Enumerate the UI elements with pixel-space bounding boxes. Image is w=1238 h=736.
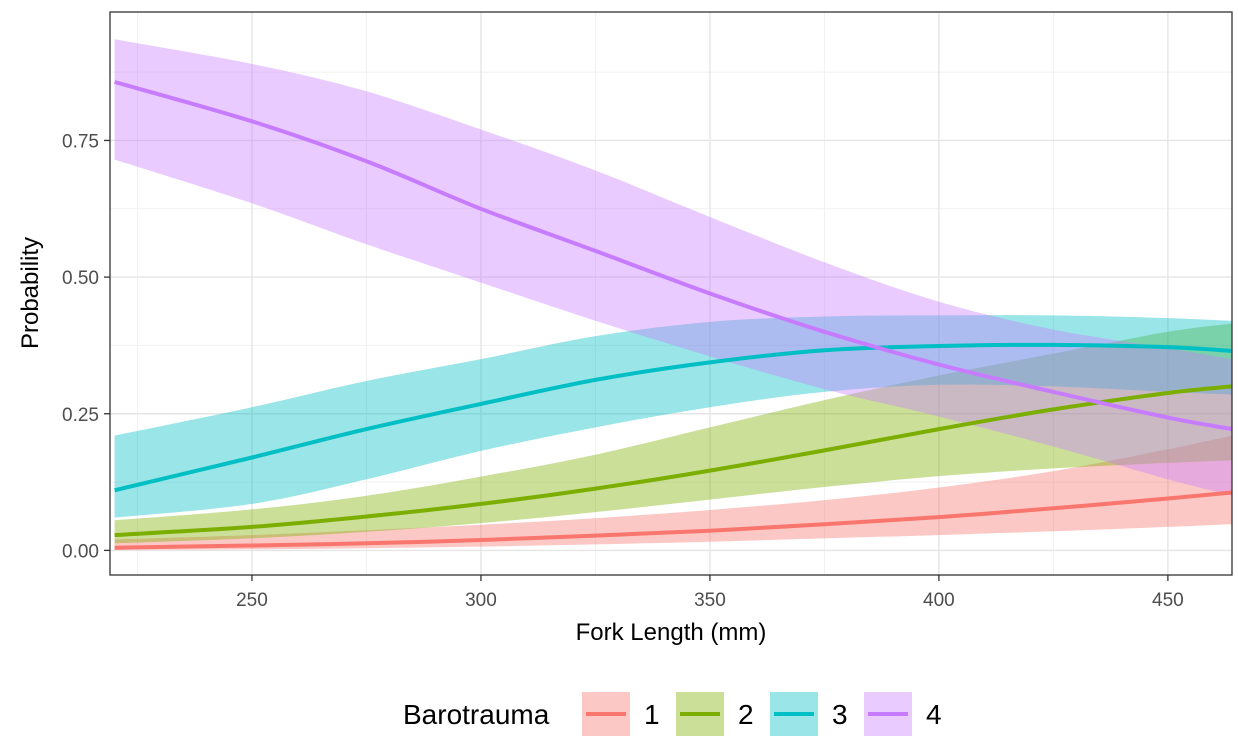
y-axis-title: Probability <box>17 237 44 349</box>
legend: Barotrauma 1 2 3 4 <box>403 692 942 736</box>
x-tick-label: 300 <box>465 590 497 611</box>
grid-major <box>110 12 1232 575</box>
x-tick-label: 400 <box>923 590 955 611</box>
legend-label-3: 3 <box>832 699 848 730</box>
ribbon-series-3 <box>114 315 1233 518</box>
x-tick-label: 350 <box>694 590 726 611</box>
series-lines <box>114 80 1233 550</box>
legend-label-2: 2 <box>738 699 754 730</box>
y-axis: 0.00 0.25 0.50 0.75 <box>62 131 110 562</box>
ribbon-series-1 <box>114 435 1233 550</box>
x-axis-title: Fork Length (mm) <box>576 619 767 646</box>
legend-label-4: 4 <box>926 699 942 730</box>
confidence-ribbons <box>114 39 1233 550</box>
ribbon-series-2 <box>114 323 1233 544</box>
line-series-2 <box>114 384 1233 538</box>
line-series-3 <box>114 342 1233 493</box>
legend-label-1: 1 <box>644 699 660 730</box>
line-series-1 <box>114 490 1233 550</box>
y-tick-label: 0.25 <box>62 405 99 426</box>
legend-title: Barotrauma <box>403 699 550 730</box>
y-tick-label: 0.50 <box>62 268 99 289</box>
panel-background <box>110 12 1232 575</box>
line-series-4 <box>114 80 1233 432</box>
panel-border <box>109 11 1233 576</box>
x-axis: 250 300 350 400 450 <box>236 575 1184 611</box>
x-tick-label: 250 <box>236 590 268 611</box>
x-tick-label: 450 <box>1152 590 1184 611</box>
ribbon-series-4 <box>114 39 1233 496</box>
y-tick-label: 0.00 <box>62 541 99 562</box>
y-tick-label: 0.75 <box>62 131 99 152</box>
